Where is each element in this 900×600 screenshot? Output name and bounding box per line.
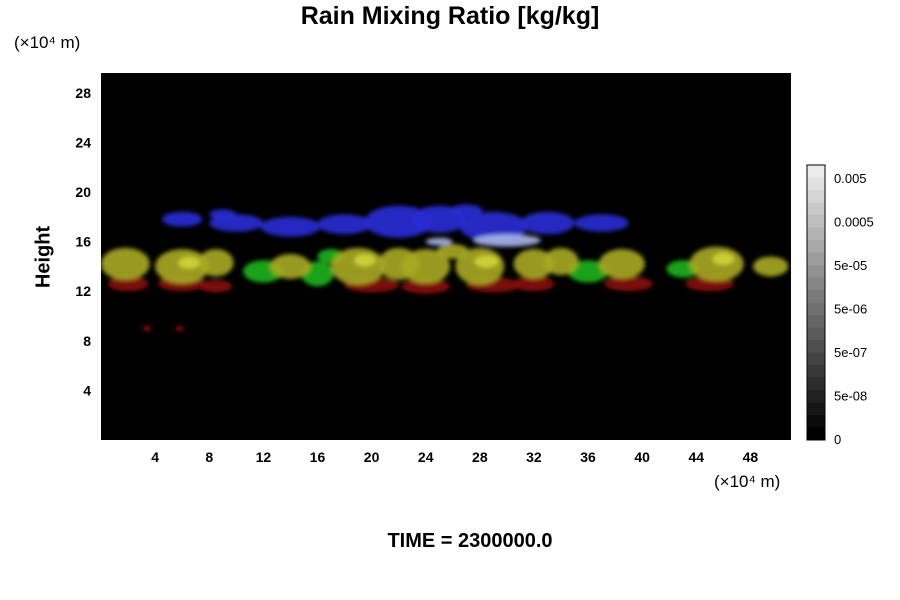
rain-blob <box>199 280 233 293</box>
x-tick-label: 4 <box>151 449 159 465</box>
field-layer-pale <box>425 234 541 247</box>
x-tick-label: 28 <box>472 449 488 465</box>
x-tick-label: 12 <box>256 449 272 465</box>
chart-title: Rain Mixing Ratio [kg/kg] <box>300 2 600 30</box>
colorbar-swatch <box>807 252 825 266</box>
colorbar-swatch <box>807 340 825 353</box>
colorbar-swatch <box>807 377 825 391</box>
y-tick-label: 24 <box>75 134 91 150</box>
rain-blob <box>543 247 579 276</box>
rain-blob <box>598 249 645 279</box>
y-tick-label: 4 <box>83 382 91 398</box>
x-axis-unit: (×10⁴ m) <box>714 472 781 491</box>
x-tick-label: 20 <box>364 449 380 465</box>
colorbar-label: 5e-07 <box>834 345 867 360</box>
colorbar-swatch <box>807 177 825 191</box>
rain-blob <box>331 247 386 286</box>
rain-blob <box>712 252 735 266</box>
rain-blob <box>567 260 609 283</box>
field-layer-bright <box>178 252 735 269</box>
rain-blob <box>260 216 321 237</box>
rain-blob <box>401 278 451 294</box>
colorbar-label: 0.005 <box>834 171 867 186</box>
rain-blob <box>474 255 499 268</box>
x-tick-label: 44 <box>689 449 705 465</box>
rain-blob <box>520 211 575 235</box>
rain-blob <box>354 254 376 267</box>
colorbar-label: 0 <box>834 432 841 447</box>
y-tick-label: 20 <box>75 184 91 200</box>
colorbar-swatch <box>807 315 825 328</box>
colorbar-swatch <box>807 352 825 366</box>
x-tick-label: 36 <box>580 449 596 465</box>
x-tick-label: 40 <box>634 449 650 465</box>
rain-blob <box>142 325 152 332</box>
colorbar-swatch <box>807 390 825 403</box>
rain-field <box>101 204 789 332</box>
rain-blob <box>101 247 150 281</box>
rain-blob <box>574 214 629 232</box>
rain-blob <box>513 249 555 279</box>
colorbar-label: 5e-05 <box>834 258 867 273</box>
rain-blob <box>513 276 555 292</box>
colorbar-label: 0.0005 <box>834 215 874 230</box>
y-tick-label: 16 <box>75 234 91 250</box>
rain-blob <box>425 237 453 246</box>
rain-blob <box>689 246 744 282</box>
x-tick-label: 24 <box>418 449 434 465</box>
colorbar-swatch <box>807 227 825 241</box>
field-layer-green <box>243 249 699 287</box>
rain-blob <box>178 256 200 269</box>
x-tick-label: 48 <box>743 449 759 465</box>
rain-blob <box>175 325 184 332</box>
rain-blob <box>198 249 234 277</box>
x-tick-label: 32 <box>526 449 542 465</box>
rain-blob <box>459 211 528 242</box>
colorbar-frame <box>806 164 826 441</box>
colorbar-swatch <box>807 265 825 278</box>
colorbar-swatch <box>807 290 825 303</box>
rain-blob <box>604 276 653 292</box>
colorbar-swatch <box>807 327 825 341</box>
y-axis-unit: (×10⁴ m) <box>14 33 81 52</box>
colorbar-label: 5e-06 <box>834 302 867 317</box>
rain-blob <box>753 256 789 277</box>
y-tick-label: 28 <box>75 85 91 101</box>
colorbar-swatch <box>807 202 825 216</box>
colorbar: 0.005 0.0005 5e-05 5e-06 5e-07 5e-08 0 <box>806 164 874 447</box>
x-tick-label: 16 <box>310 449 326 465</box>
rain-blob <box>161 211 203 227</box>
colorbar-swatch <box>807 165 825 178</box>
colorbar-swatch <box>807 277 825 291</box>
rain-blob <box>270 254 311 279</box>
colorbar-swatch <box>807 302 825 316</box>
colorbar-swatch <box>807 427 825 441</box>
x-tick-label: 8 <box>205 449 213 465</box>
rain-blob <box>401 249 451 284</box>
rain-blob <box>450 204 483 217</box>
rain-blob <box>107 276 149 292</box>
rain-blob <box>436 244 469 259</box>
colorbar-label: 5e-08 <box>834 389 867 404</box>
y-tick-label: 12 <box>75 283 91 299</box>
colorbar-swatch <box>807 402 825 416</box>
colorbar-swatch <box>807 190 825 203</box>
colorbar-swatch <box>807 215 825 228</box>
rain-blob <box>317 214 372 235</box>
y-tick-label: 8 <box>83 333 91 349</box>
time-label: TIME = 2300000.0 <box>387 530 553 552</box>
rain-blob <box>209 209 237 220</box>
colorbar-swatch <box>807 240 825 253</box>
field-layer-blue <box>161 204 629 242</box>
colorbar-swatch <box>807 365 825 378</box>
rain-blob <box>473 234 541 247</box>
colorbar-swatch <box>807 415 825 428</box>
